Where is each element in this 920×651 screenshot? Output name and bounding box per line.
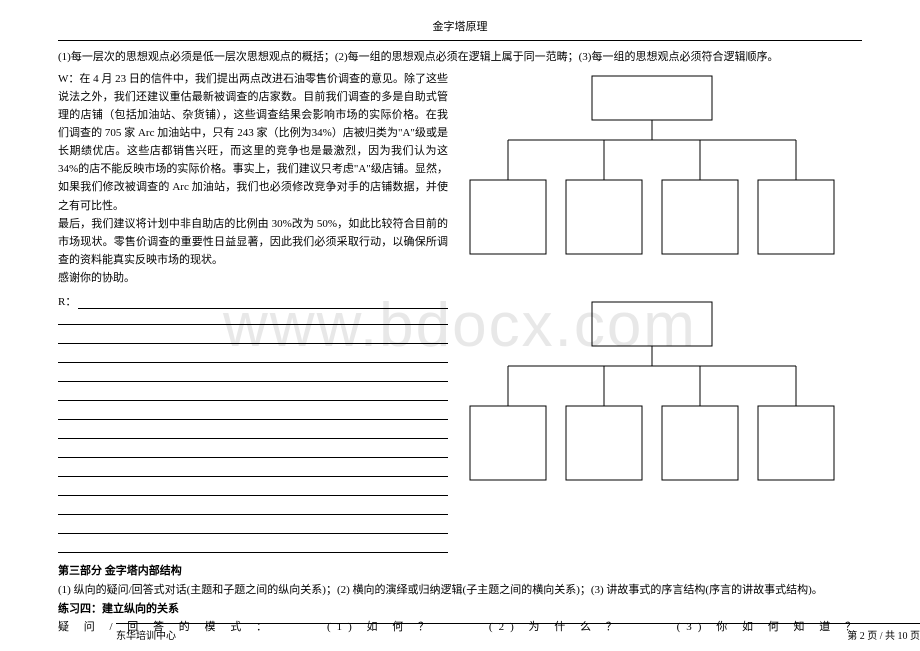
letter-p3: 感谢你的协助。 (58, 269, 448, 287)
response-first-line: R： (58, 293, 448, 309)
blank-line (58, 442, 448, 458)
top-box (592, 76, 712, 120)
header-divider (58, 40, 862, 41)
blank-line (58, 518, 448, 534)
footer-left: 东华培训中心 (116, 627, 176, 642)
section-3-title: 第三部分 金字塔内部结构 (58, 562, 862, 581)
blank-line (58, 309, 448, 325)
blank-line (58, 423, 448, 439)
page-header-title: 金字塔原理 (58, 18, 862, 34)
letter-body: W：在 4 月 23 日的信件中，我们提出两点改进石油零售价调查的意见。除了这些… (58, 70, 448, 215)
page-footer: 东华培训中心 第 2 页 / 共 10 页 (116, 623, 920, 642)
blank-line (58, 461, 448, 477)
blank-line (58, 480, 448, 496)
blank-line (58, 404, 448, 420)
blank-line (58, 347, 448, 363)
top-box (592, 302, 712, 346)
left-column: W：在 4 月 23 日的信件中，我们提出两点改进石油零售价调查的意见。除了这些… (58, 70, 448, 557)
pyramid-diagram-1 (462, 70, 842, 268)
rules-text: (1)每一层次的思想观点必须是低一层次思想观点的概括；(2)每一组的思想观点必须… (58, 49, 862, 67)
child-box (566, 180, 642, 254)
right-column (462, 70, 852, 557)
letter-p1: 在 4 月 23 日的信件中，我们提出两点改进石油零售价调查的意见。除了这些说法… (58, 73, 448, 212)
footer-right: 第 2 页 / 共 10 页 (847, 627, 920, 642)
child-box (470, 180, 546, 254)
w-prefix: W： (58, 73, 79, 85)
child-box (662, 406, 738, 480)
child-box (758, 180, 834, 254)
r-prefix: R： (58, 293, 76, 309)
exercise-4-title: 练习四：建立纵向的关系 (58, 600, 862, 619)
pyramid-diagram-2 (462, 296, 842, 494)
child-box (470, 406, 546, 480)
child-box (758, 406, 834, 480)
child-box (662, 180, 738, 254)
blank-line (78, 295, 448, 309)
blank-line (58, 328, 448, 344)
blank-line (58, 385, 448, 401)
section-3-body: (1) 纵向的疑问/回答式对话(主题和子题之间的纵向关系)；(2) 横向的演绎或… (58, 581, 862, 600)
blank-line (58, 499, 448, 515)
child-box (566, 406, 642, 480)
two-column-content: W：在 4 月 23 日的信件中，我们提出两点改进石油零售价调查的意见。除了这些… (58, 70, 862, 557)
blank-line (58, 537, 448, 553)
blank-line (58, 366, 448, 382)
letter-p2: 最后，我们建议将计划中非自助店的比例由 30%改为 50%，如此比较符合目前的市… (58, 215, 448, 269)
